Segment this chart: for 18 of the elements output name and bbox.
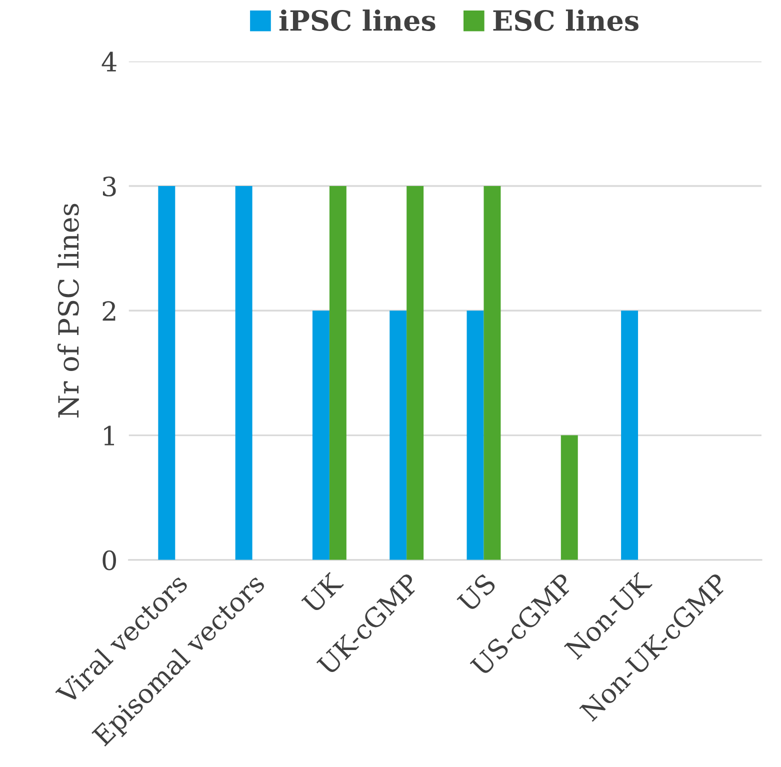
y-axis-title: Nr of PSC lines [57,204,79,418]
y-tick-label: 1 [104,426,114,446]
bar [329,186,346,560]
bar [621,310,638,560]
legend-label: ESC lines [493,9,638,31]
bar [484,186,501,560]
bar [312,310,330,560]
y-tick-label: 2 [102,301,116,321]
bar [390,310,407,560]
bar [235,186,252,560]
bar [466,310,484,560]
bar [560,435,578,560]
bar [158,186,176,560]
y-tick-label: 0 [102,550,116,570]
y-tick-label: 3 [102,176,116,196]
legend-label: iPSC lines [279,9,436,31]
bar [406,186,424,560]
y-tick-label: 4 [102,52,116,72]
